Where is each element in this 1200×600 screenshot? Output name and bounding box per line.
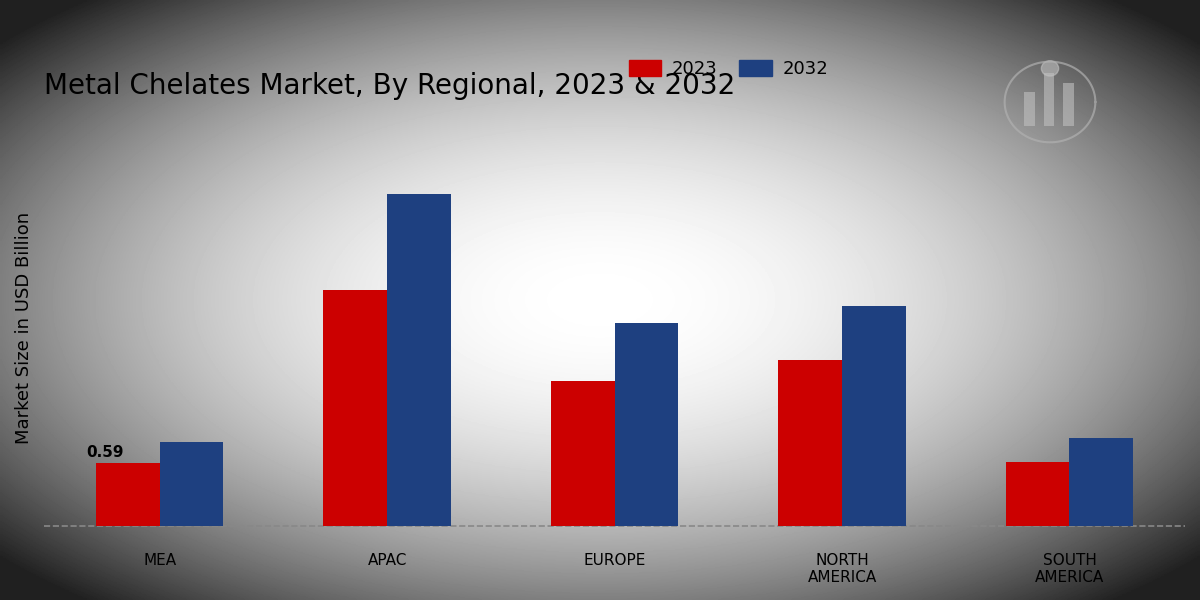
Bar bbox=[96, 463, 160, 526]
Bar bbox=[551, 382, 614, 526]
Bar bbox=[388, 194, 451, 526]
Text: Metal Chelates Market, By Regional, 2023 & 2032: Metal Chelates Market, By Regional, 2023… bbox=[44, 72, 736, 100]
Bar bbox=[779, 360, 842, 526]
Legend: 2023, 2032: 2023, 2032 bbox=[622, 53, 835, 86]
Bar bbox=[614, 323, 678, 526]
Bar bbox=[842, 307, 906, 526]
FancyBboxPatch shape bbox=[1024, 92, 1034, 126]
Text: 0.59: 0.59 bbox=[86, 445, 124, 460]
Bar bbox=[160, 442, 223, 526]
Bar bbox=[1069, 438, 1133, 526]
Circle shape bbox=[1042, 61, 1058, 76]
FancyBboxPatch shape bbox=[1044, 73, 1055, 126]
Bar bbox=[324, 290, 388, 526]
Y-axis label: Market Size in USD Billion: Market Size in USD Billion bbox=[14, 212, 34, 444]
FancyBboxPatch shape bbox=[1063, 83, 1074, 126]
Bar bbox=[1006, 461, 1069, 526]
